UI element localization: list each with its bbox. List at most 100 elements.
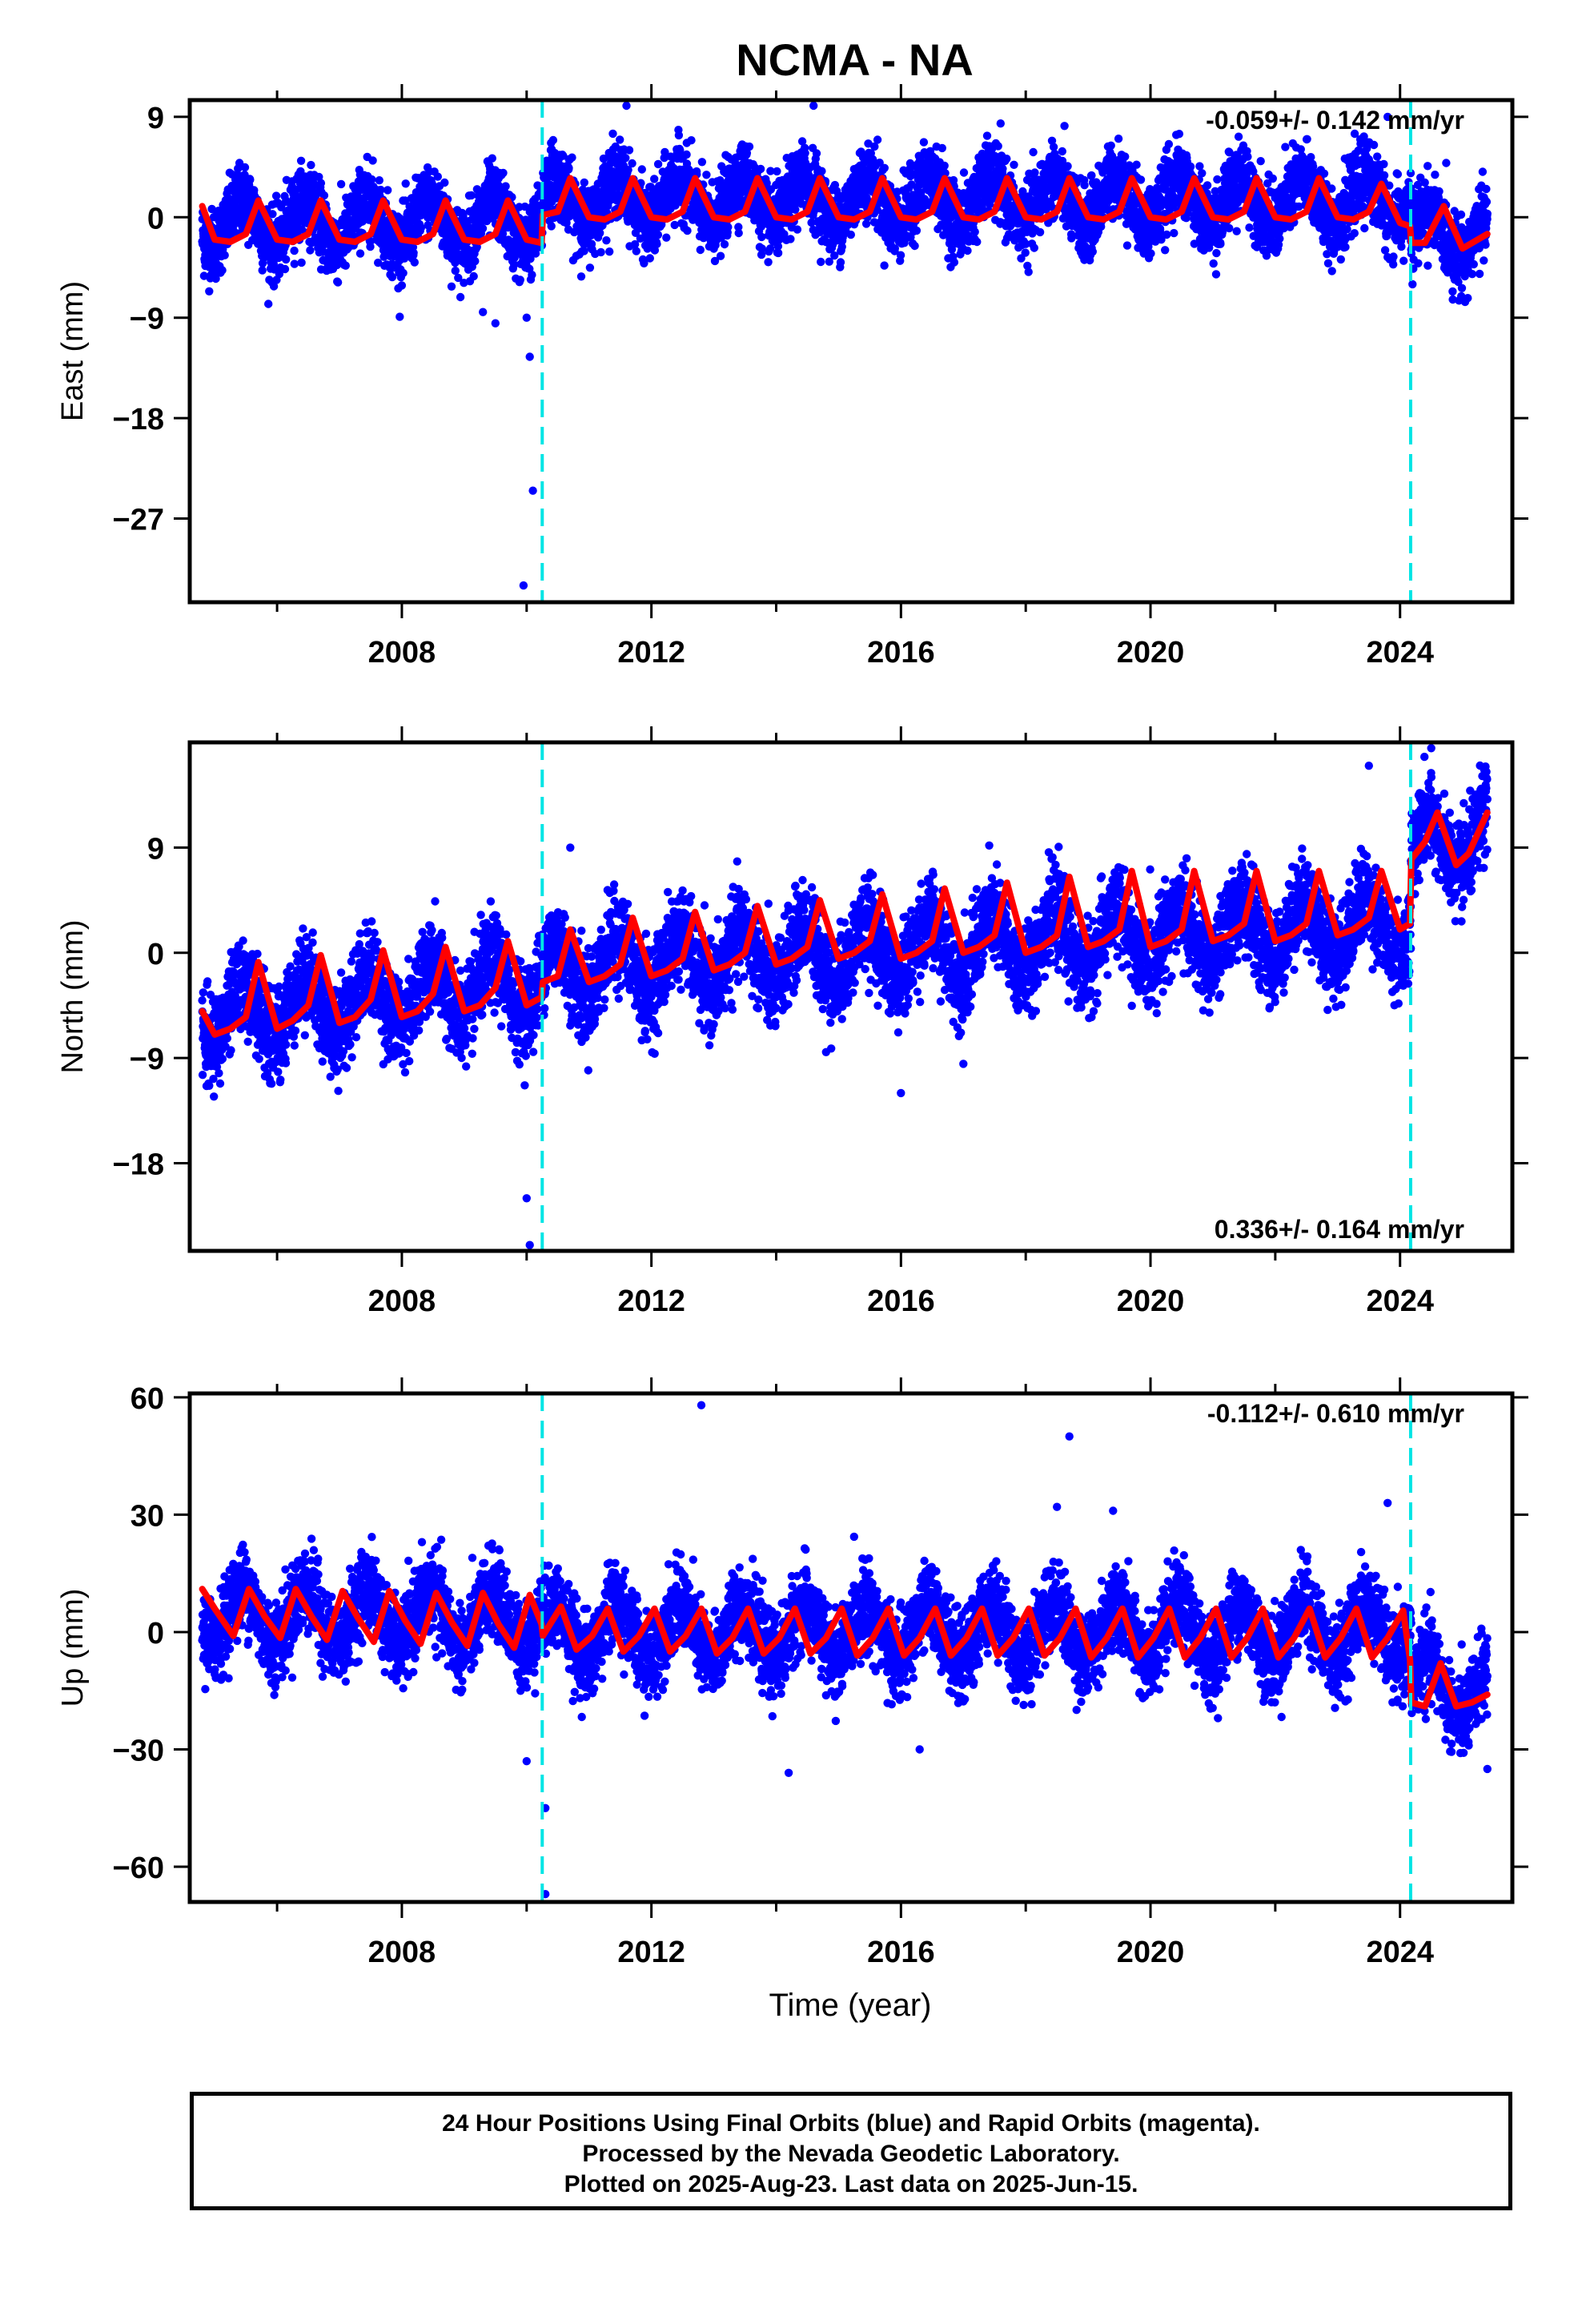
position-point: [355, 249, 365, 258]
position-point: [947, 245, 957, 254]
position-point: [640, 259, 648, 267]
position-point: [1063, 162, 1072, 171]
position-point: [451, 266, 460, 275]
position-point: [269, 282, 279, 291]
position-point: [471, 256, 480, 266]
position-point: [662, 233, 671, 242]
plot-area: [198, 100, 1492, 602]
position-point: [564, 163, 573, 172]
position-point: [533, 181, 542, 190]
position-point: [773, 167, 781, 176]
position-point: [596, 247, 605, 257]
position-point: [864, 139, 873, 148]
position-point: [596, 228, 604, 238]
position-point: [1132, 160, 1141, 169]
position-point: [963, 246, 972, 255]
position-point: [724, 223, 733, 231]
position-point: [949, 175, 958, 185]
position-point: [467, 191, 476, 200]
position-point: [825, 257, 834, 266]
position-points: [198, 101, 1492, 590]
position-point: [1087, 171, 1096, 180]
position-point: [670, 220, 679, 230]
position-point: [376, 185, 385, 195]
position-point: [1029, 147, 1038, 157]
position-point: [624, 166, 632, 175]
position-point: [605, 247, 614, 256]
position-point: [1049, 143, 1058, 151]
position-point: [869, 155, 877, 164]
position-point: [624, 146, 634, 155]
position-point: [469, 271, 478, 281]
position-point: [1114, 135, 1123, 143]
position-point: [1122, 241, 1132, 250]
position-point: [830, 251, 839, 260]
position-point: [773, 242, 783, 251]
position-point: [1121, 152, 1130, 161]
position-point: [762, 179, 771, 187]
position-point: [258, 266, 267, 275]
position-point: [280, 264, 290, 274]
position-point: [631, 228, 640, 237]
position-point: [602, 236, 611, 245]
position-point: [905, 159, 915, 168]
position-point: [282, 255, 291, 264]
position-point: [368, 156, 377, 165]
position-point: [628, 159, 636, 168]
position-point: [271, 191, 281, 200]
position-point: [207, 204, 216, 214]
position-point: [816, 257, 825, 267]
position-point: [383, 186, 392, 195]
position-point: [599, 154, 608, 163]
position-point: [616, 135, 624, 144]
position-point: [873, 206, 882, 215]
position-point: [516, 275, 524, 284]
position-point: [510, 260, 519, 269]
position-point: [608, 129, 617, 139]
position-point: [319, 191, 329, 200]
position-point: [1030, 243, 1039, 252]
position-point: [880, 261, 889, 270]
position-point: [793, 225, 802, 234]
position-point: [745, 142, 754, 151]
position-point: [478, 224, 488, 233]
position-point: [1088, 247, 1098, 256]
position-point: [547, 222, 556, 231]
position-point: [836, 258, 845, 267]
position-point: [568, 153, 576, 162]
position-point: [297, 258, 306, 267]
position-point: [1021, 248, 1030, 257]
position-point: [982, 131, 992, 140]
position-point: [710, 256, 720, 266]
position-point: [650, 175, 659, 183]
position-point: [757, 232, 766, 242]
position-point: [797, 137, 807, 146]
position-point: [240, 163, 250, 172]
position-point: [585, 263, 595, 272]
position-point: [870, 142, 879, 151]
position-point: [488, 154, 496, 163]
position-point: [580, 178, 588, 187]
position-point: [812, 149, 821, 158]
position-point: [682, 150, 691, 159]
position-point: [652, 239, 661, 248]
position-point: [661, 147, 669, 157]
position-point: [941, 169, 950, 178]
position-point: [387, 272, 397, 282]
position-point: [757, 244, 766, 253]
position-point: [621, 154, 630, 163]
position-point: [400, 196, 410, 205]
position-point: [890, 244, 900, 253]
position-point: [861, 219, 871, 228]
position-point: [1035, 227, 1045, 237]
position-point: [290, 259, 299, 268]
position-point: [1030, 168, 1039, 177]
position-point: [268, 210, 277, 219]
position-point: [367, 175, 376, 184]
position-point: [416, 223, 425, 232]
position-point: [454, 273, 463, 283]
position-point: [309, 179, 318, 187]
position-point: [548, 135, 558, 145]
position-point: [1022, 239, 1030, 248]
position-point: [307, 160, 315, 170]
